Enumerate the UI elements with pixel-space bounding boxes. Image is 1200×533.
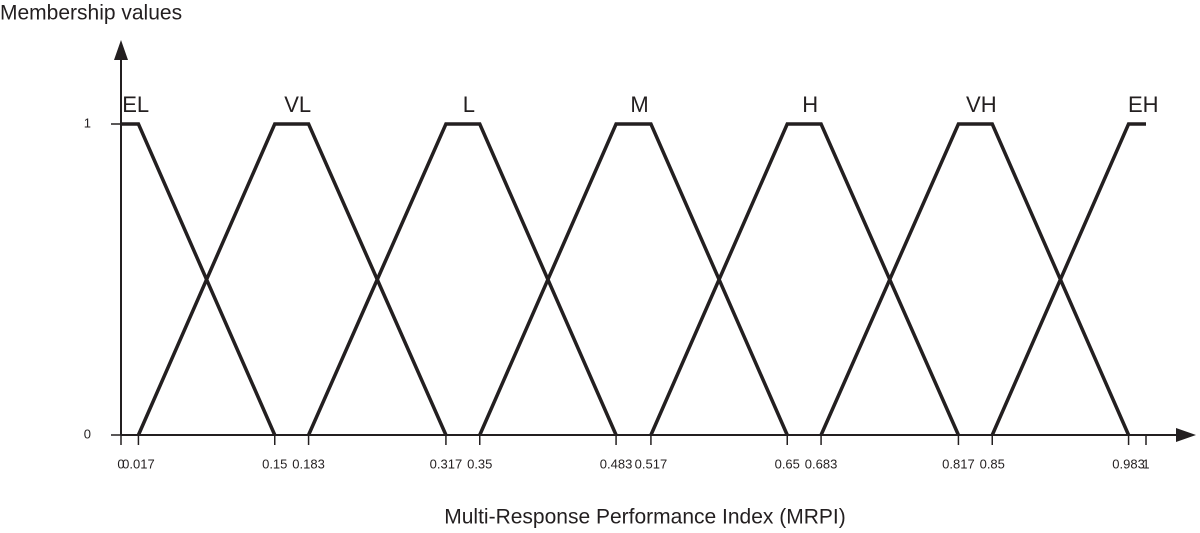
axes [114, 40, 1196, 442]
membership-line [136, 122, 448, 436]
x-tick-label: 0.017 [122, 456, 155, 471]
series-label: H [802, 92, 818, 117]
membership-line [990, 122, 1146, 436]
x-tick-label: 0.817 [942, 456, 975, 471]
series-label: VH [966, 92, 997, 117]
x-tick-label: 0 [117, 456, 124, 471]
x-tick-label: 0.35 [467, 456, 492, 471]
x-tick-label: 0.85 [980, 456, 1005, 471]
membership-line [478, 122, 789, 436]
x-tick-label: 0.183 [292, 456, 325, 471]
x-tick-label: 0.483 [600, 456, 633, 471]
y-tick-label: 1 [84, 115, 91, 130]
membership-line [819, 122, 1131, 436]
x-tick-label: 0.65 [775, 456, 800, 471]
y-axis-label: Membership values [0, 2, 182, 25]
y-tick-label: 0 [84, 426, 91, 441]
membership-line [306, 122, 618, 436]
x-tick-label: 1 [1142, 456, 1149, 471]
membership-line [649, 122, 961, 436]
series-label: EL [122, 92, 149, 117]
series-label: L [463, 92, 475, 117]
series-label: M [630, 92, 648, 117]
x-tick-label: 0.517 [635, 456, 668, 471]
x-axis-label: Multi-Response Performance Index (MRPI) [444, 506, 845, 529]
membership-line [121, 122, 277, 436]
y-arrow [114, 40, 128, 60]
series-label: VL [284, 92, 311, 117]
x-arrow [1176, 428, 1196, 442]
x-tick-label: 0.683 [805, 456, 838, 471]
x-tick-label: 0.983 [1112, 456, 1145, 471]
x-tick-label: 0.15 [262, 456, 287, 471]
x-tick-label: 0.317 [430, 456, 463, 471]
series-label: EH [1128, 92, 1159, 117]
